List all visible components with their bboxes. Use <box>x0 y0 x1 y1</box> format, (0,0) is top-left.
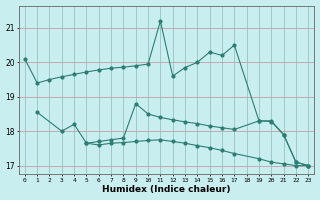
X-axis label: Humidex (Indice chaleur): Humidex (Indice chaleur) <box>102 185 231 194</box>
